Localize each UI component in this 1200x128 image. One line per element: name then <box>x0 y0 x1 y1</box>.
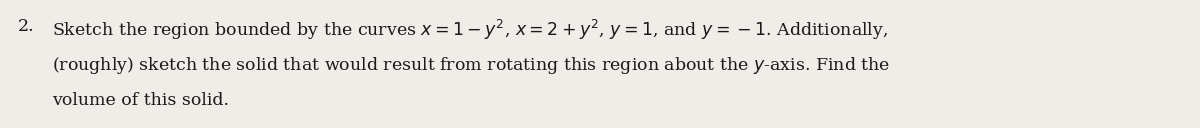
Text: volume of this solid.: volume of this solid. <box>52 92 229 109</box>
Text: Sketch the region bounded by the curves $x = 1-y^2$, $x = 2+y^2$, $y = 1$, and $: Sketch the region bounded by the curves … <box>52 18 888 42</box>
Text: (roughly) sketch the solid that would result from rotating this region about the: (roughly) sketch the solid that would re… <box>52 55 890 76</box>
Text: 2.: 2. <box>18 18 35 35</box>
